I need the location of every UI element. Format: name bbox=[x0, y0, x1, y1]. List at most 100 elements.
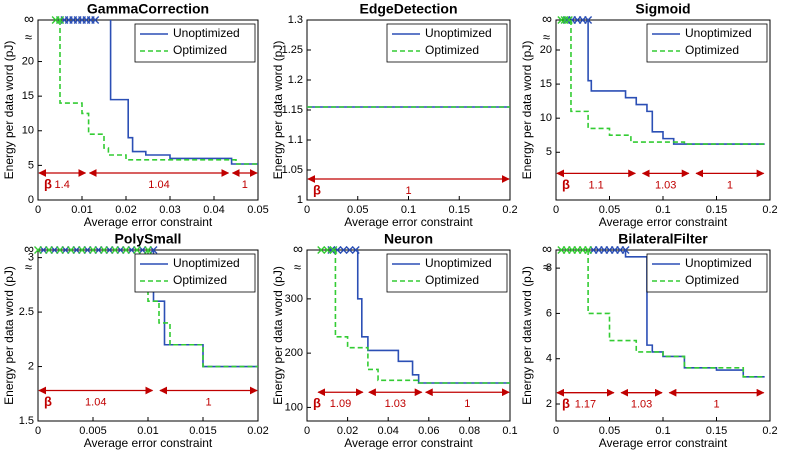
axis-break: ≈ bbox=[543, 259, 550, 274]
x-axis-label: Average error constraint bbox=[599, 436, 728, 450]
chart-title: Sigmoid bbox=[635, 1, 690, 17]
infinite-marker bbox=[584, 246, 593, 254]
infinite-marker bbox=[584, 16, 593, 24]
y-tick-label: 1.5 bbox=[19, 415, 34, 427]
y-tick-label: 15 bbox=[540, 78, 552, 90]
legend-label: Optimized bbox=[173, 43, 227, 57]
x-tick-label: 0.08 bbox=[459, 425, 480, 437]
y-tick-label: 1 bbox=[297, 194, 303, 206]
y-tick-label: 1.15 bbox=[282, 104, 303, 116]
y-tick-label: 1.05 bbox=[282, 164, 303, 176]
axis-break: ≈ bbox=[543, 29, 550, 44]
legend-label: Unoptimized bbox=[685, 26, 752, 40]
legend-label: Optimized bbox=[425, 273, 479, 287]
legend-box bbox=[386, 253, 508, 293]
legend: Unoptimized Optimized bbox=[134, 23, 256, 63]
beta-span-label: 1 bbox=[405, 185, 411, 197]
beta-span-label: 1.03 bbox=[655, 179, 676, 191]
x-tick-label: 0.2 bbox=[502, 204, 517, 216]
y-tick-label: ∞ bbox=[293, 241, 303, 257]
x-tick-label: 0.15 bbox=[706, 204, 727, 216]
y-axis-label: Energy per data word (pJ) bbox=[520, 266, 534, 405]
infinite-marker bbox=[122, 246, 130, 254]
plot-lines bbox=[51, 16, 258, 165]
legend-box bbox=[646, 23, 768, 63]
legend-label: Unoptimized bbox=[173, 256, 240, 270]
x-tick-label: 0 bbox=[35, 204, 41, 216]
beta-span-label: 1.04 bbox=[85, 396, 106, 408]
beta-span-label: 1 bbox=[242, 179, 248, 191]
y-tick-label: 300 bbox=[285, 293, 303, 305]
subplot: EdgeDetection Average error constraint Ene… bbox=[271, 1, 517, 229]
y-tick-label: 1.25 bbox=[282, 44, 303, 56]
x-tick-label: 0.06 bbox=[418, 425, 439, 437]
x-tick-label: 0.05 bbox=[247, 204, 268, 216]
beta-label: β bbox=[562, 396, 570, 411]
legend-label: Optimized bbox=[173, 273, 227, 287]
infinite-marker bbox=[56, 246, 64, 254]
x-tick-label: 0.05 bbox=[599, 204, 620, 216]
x-axis-label: Average error constraint bbox=[344, 436, 473, 450]
x-tick-label: 0 bbox=[35, 425, 41, 437]
y-tick-label: 10 bbox=[22, 125, 34, 137]
legend: Unoptimized Optimized bbox=[386, 253, 508, 293]
y-tick-label: 5 bbox=[28, 159, 34, 171]
beta-span-label: 1 bbox=[464, 398, 470, 410]
beta-span-label: 1 bbox=[727, 179, 733, 191]
y-tick-label: 8 bbox=[546, 262, 552, 274]
x-tick-label: 0 bbox=[553, 425, 559, 437]
x-tick-label: 0.1 bbox=[502, 425, 517, 437]
x-tick-label: 0.04 bbox=[203, 204, 224, 216]
series-line bbox=[147, 250, 258, 368]
infinite-marker bbox=[56, 16, 64, 24]
legend-label: Unoptimized bbox=[425, 26, 492, 40]
infinite-marker bbox=[323, 246, 332, 254]
series-line bbox=[570, 20, 765, 145]
legend-label: Optimized bbox=[685, 273, 739, 287]
beta-span-label: 1.03 bbox=[385, 398, 406, 410]
y-axis-label: Energy per data word (pJ) bbox=[271, 266, 285, 405]
y-tick-label: 1.3 bbox=[288, 14, 303, 26]
series-line bbox=[109, 20, 258, 165]
infinite-marker bbox=[351, 246, 360, 254]
legend-box bbox=[134, 253, 256, 293]
axis-break: ≈ bbox=[294, 259, 301, 274]
series-line bbox=[356, 250, 510, 384]
infinite-marker bbox=[89, 246, 97, 254]
chart-title: EdgeDetection bbox=[359, 1, 457, 17]
y-tick-label: 200 bbox=[285, 347, 303, 359]
infinite-marker bbox=[100, 246, 108, 254]
infinite-marker bbox=[133, 246, 141, 254]
y-axis-label: Energy per data word (pJ) bbox=[271, 41, 285, 180]
x-tick-label: 0.02 bbox=[247, 425, 268, 437]
infinite-marker bbox=[34, 246, 42, 254]
subplot: BilateralFilter Average error constraint E… bbox=[520, 231, 777, 450]
infinite-marker bbox=[317, 246, 326, 254]
beta-label: β bbox=[313, 182, 321, 197]
y-tick-label: ∞ bbox=[542, 11, 552, 27]
x-tick-label: 0.1 bbox=[655, 425, 670, 437]
x-tick-label: 0.02 bbox=[115, 204, 136, 216]
chart-title: Neuron bbox=[384, 231, 433, 247]
x-tick-label: 0.03 bbox=[159, 204, 180, 216]
beta-span-label: 1.17 bbox=[575, 399, 596, 411]
x-axis-label: Average error constraint bbox=[84, 215, 213, 229]
axis-break: ≈ bbox=[25, 29, 32, 44]
legend-label: Unoptimized bbox=[685, 256, 752, 270]
beta-span-label: 1.03 bbox=[631, 399, 652, 411]
x-tick-label: 0.01 bbox=[71, 204, 92, 216]
y-tick-label: ∞ bbox=[24, 11, 34, 27]
x-tick-label: 0 bbox=[304, 425, 310, 437]
y-tick-label: 20 bbox=[540, 44, 552, 56]
y-tick-label: 4 bbox=[546, 353, 552, 365]
y-tick-label: 3 bbox=[28, 252, 34, 264]
x-tick-label: 0.05 bbox=[347, 204, 368, 216]
series-line bbox=[59, 20, 258, 165]
infinite-marker bbox=[564, 16, 573, 24]
x-tick-label: 0.01 bbox=[137, 425, 158, 437]
beta-span-label: 1 bbox=[713, 399, 719, 411]
x-tick-label: 0 bbox=[553, 204, 559, 216]
x-tick-label: 0.04 bbox=[377, 425, 398, 437]
beta-label: β bbox=[562, 177, 570, 192]
